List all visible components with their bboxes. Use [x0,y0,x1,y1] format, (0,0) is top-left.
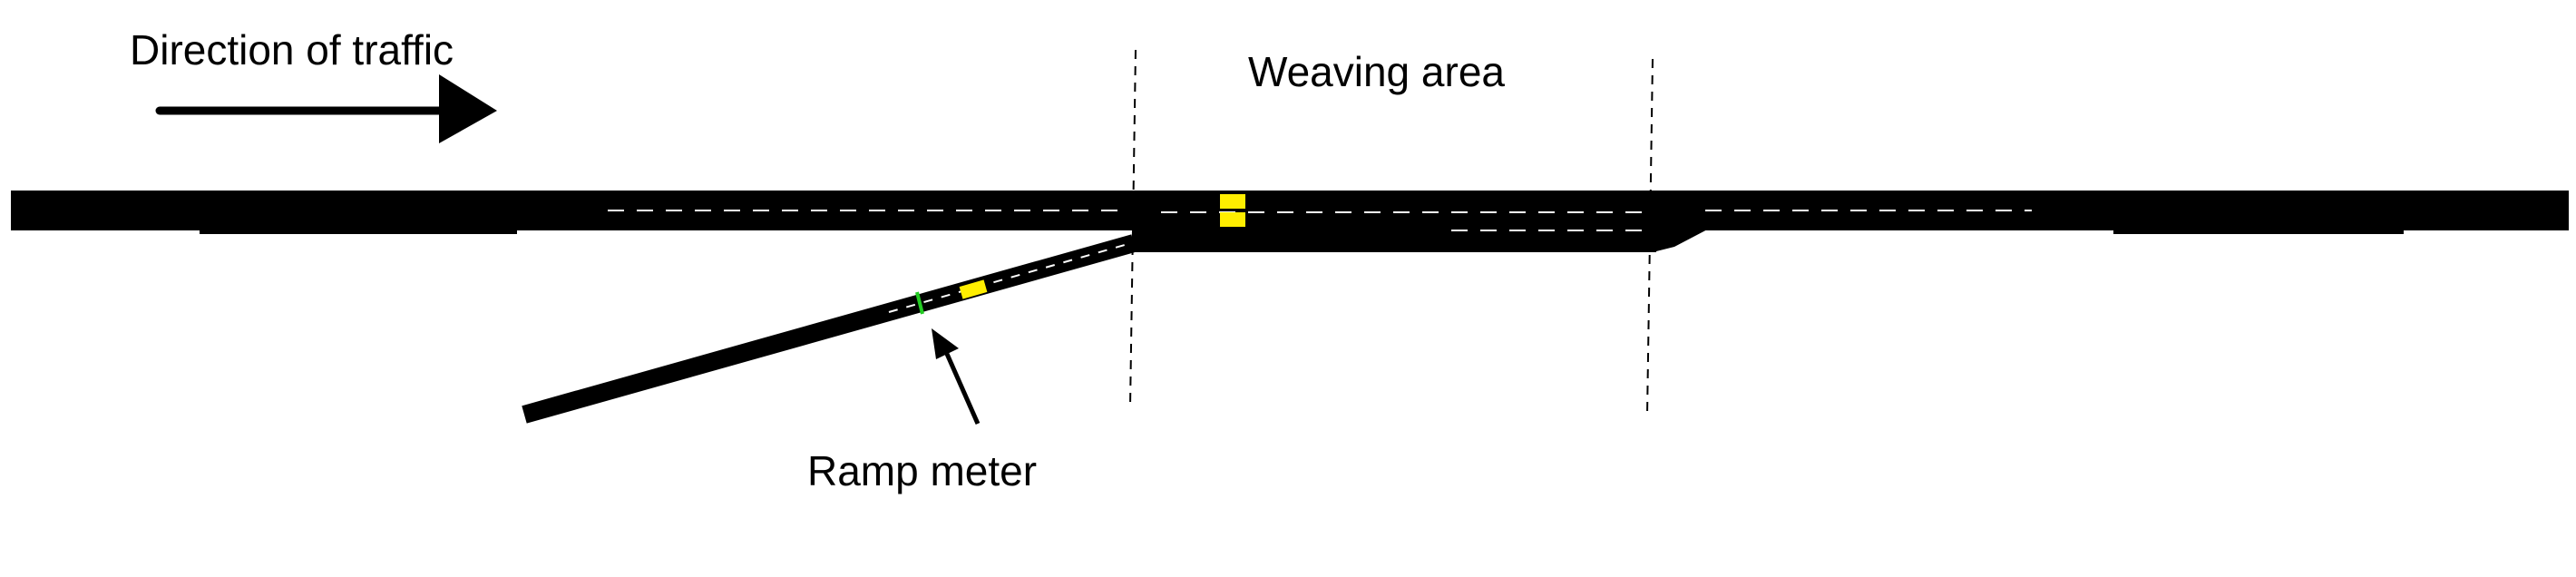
vehicle [1220,212,1245,227]
ramp-centerline [888,244,1126,313]
auxiliary-lane-pavement [1132,225,1656,252]
ramp-meter-signal [915,291,924,315]
vehicle [1220,194,1245,209]
ramp-meter-label: Ramp meter [807,447,1038,494]
on-ramp [522,234,1137,424]
mainline-pavement [11,191,2569,230]
mainline-shoulder-right [2113,229,2404,234]
weaving-section [1132,211,1712,252]
weaving-boundary-end [1646,58,1654,416]
weaving-area-boundaries [1129,49,1654,416]
weaving-boundary-start [1129,49,1137,407]
ramp-pavement [522,234,1137,424]
mainline-freeway [11,191,2569,234]
vehicles [959,194,1245,299]
mainline-shoulder-left [200,229,517,234]
direction-arrow-icon [155,74,497,143]
auxiliary-lane-taper [1651,225,1712,252]
ramp-meter-pointer-icon [932,328,981,425]
direction-of-traffic-label: Direction of traffic [130,26,454,73]
weaving-area-label: Weaving area [1248,48,1505,95]
vehicle [959,279,988,299]
